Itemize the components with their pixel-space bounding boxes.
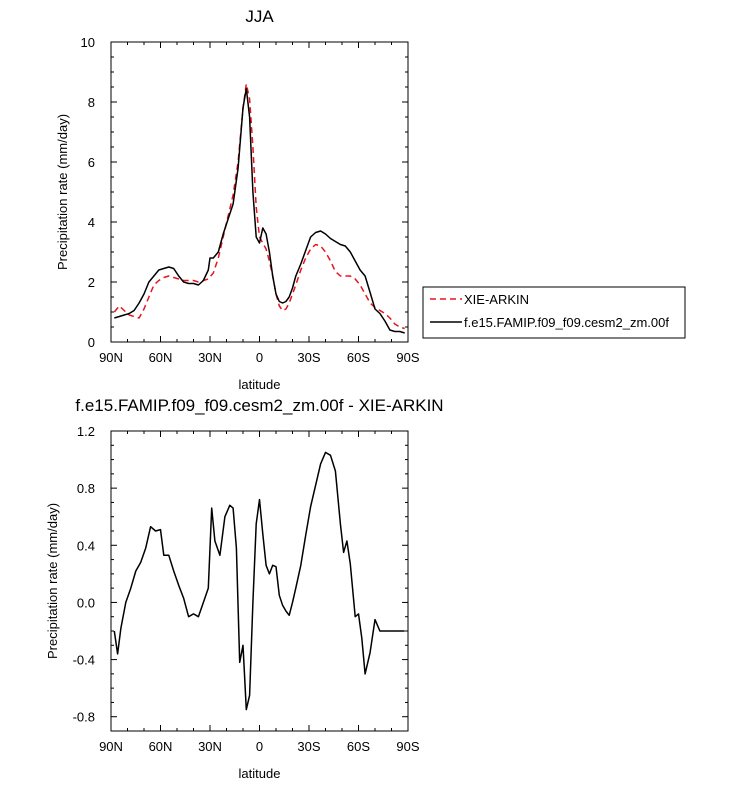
top-x-tick-label: 60N [149,350,173,365]
top-chart-title: JJA [245,7,274,26]
bottom-y-tick-label: 1.2 [77,424,95,439]
top-y-tick-label: 0 [88,335,95,350]
top-series-line-1 [114,87,405,334]
bottom-y-tick-label: -0.8 [73,710,95,725]
top-series-group [113,83,405,334]
bottom-series-line-0 [113,451,405,711]
bottom-chart: f.e15.FAMIP.f09_f09.cesm2_zm.00f - XIE-A… [45,396,444,781]
legend-box [422,286,686,339]
bottom-x-tick-label: 30S [297,739,320,754]
top-plot-frame [110,41,409,343]
bottom-chart-title: f.e15.FAMIP.f09_f09.cesm2_zm.00f - XIE-A… [75,396,443,415]
top-y-tick-label: 8 [88,95,95,110]
bottom-plot-frame [110,430,409,732]
bottom-x-tick-label: 30N [198,739,222,754]
top-x-tick-label: 30S [297,350,320,365]
top-series-line-0 [113,83,405,330]
legend-label-cesm2: f.e15.FAMIP.f09_f09.cesm2_zm.00f [464,315,669,330]
legend: XIE-ARKIN f.e15.FAMIP.f09_f09.cesm2_zm.0… [422,286,686,339]
bottom-y-axis-label: Precipitation rate (mm/day) [45,503,60,659]
bottom-y-tick-label: 0.0 [77,595,95,610]
bottom-x-tick-label: 90S [396,739,419,754]
top-y-axis-label: Precipitation rate (mm/day) [55,114,70,270]
top-x-tick-label: 60S [347,350,370,365]
bottom-y-tick-label: 0.4 [77,538,95,553]
bottom-x-tick-label: 60S [347,739,370,754]
bottom-y-tick-label: 0.8 [77,481,95,496]
top-x-tick-label: 90N [99,350,123,365]
bottom-x-tick-label: 0 [256,739,263,754]
top-x-axis-label: latitude [239,377,281,392]
top-y-tick-label: 6 [88,155,95,170]
top-x-tick-label: 90S [396,350,419,365]
bottom-x-tick-label: 60N [149,739,173,754]
bottom-x-axis-label: latitude [239,766,281,781]
top-y-tick-label: 4 [88,215,95,230]
bottom-y-tick-label: -0.4 [73,653,95,668]
top-y-tick-label: 2 [88,275,95,290]
top-y-tick-label: 10 [81,35,95,50]
top-x-tick-label: 30N [198,350,222,365]
top-axes: 90N 60N 30N 0 30S 60S 90S 0 2 4 6 8 10 [81,35,420,365]
bottom-series-group [113,451,405,711]
bottom-x-tick-label: 90N [99,739,123,754]
bottom-axes: 90N 60N 30N 0 30S 60S 90S -0.8 -0.4 0.0 0.4 0.8 1.2 [73,424,420,754]
legend-label-xie-arkin: XIE-ARKIN [464,292,529,307]
top-x-tick-label: 0 [256,350,263,365]
